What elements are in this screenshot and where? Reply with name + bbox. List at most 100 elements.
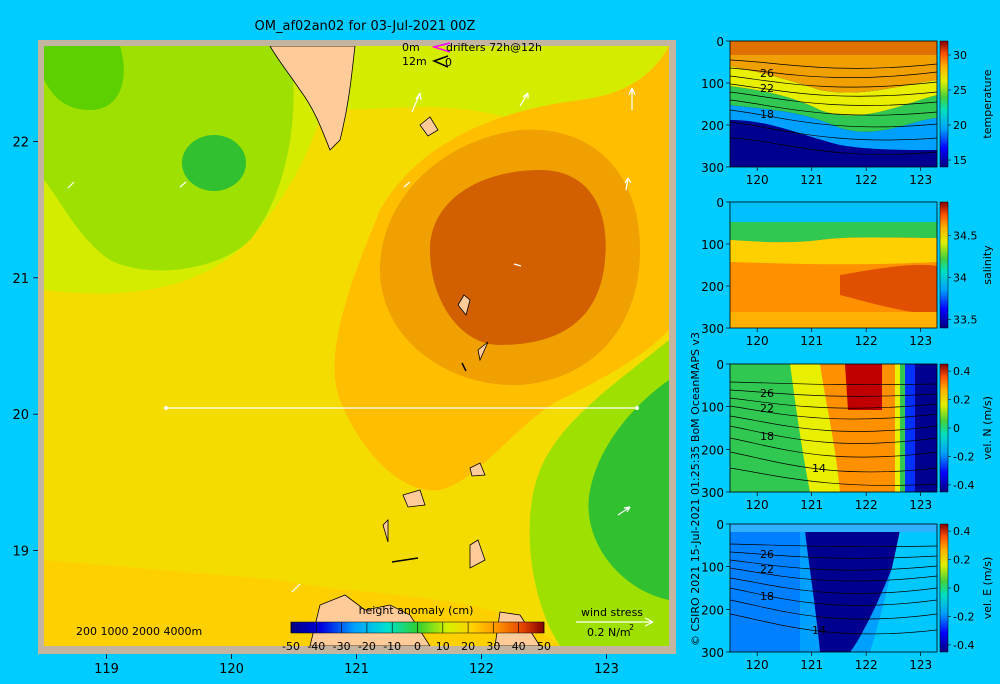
sal-fill-bottom [730,312,937,328]
contour [730,543,937,548]
contour-label: 26 [760,548,774,561]
section-cb-tick-label: -0.4 [953,479,974,492]
colorbar-tick-label: 0 [414,640,421,653]
bathymetry-legend: 200 1000 2000 4000m [76,625,202,638]
vel-n-section-panel [729,363,949,493]
colorbar-tick-label: -10 [383,640,401,653]
vele-fill-right [870,530,937,652]
section-x-tick-label: 121 [800,658,823,672]
colorbar-tick-label: -50 [282,640,300,653]
section-cb-tick-label: 0.2 [953,394,971,407]
contour-label: 26 [760,387,774,400]
low-anomaly-west [182,135,246,191]
island-4 [402,489,426,508]
green-zone-core [44,46,124,110]
section-x-tick-label: 120 [746,658,769,672]
colorbar-tick-label: 40 [512,640,526,653]
colorbar-tick-label: -20 [358,640,376,653]
panel-colorbar [939,523,949,653]
section-y-tick-label: 200 [701,280,724,294]
contour [730,467,937,486]
section-x-tick-label: 122 [855,334,878,348]
section-y-tick-label: 100 [701,238,724,252]
contour [730,405,937,420]
map-y-tick-label: 21 [12,272,29,287]
wind-stress-arrowhead [644,617,654,627]
section-x-tick-label: 120 [746,498,769,512]
section-y-tick-label: 300 [701,486,724,500]
section-y-tick-label: 300 [701,646,724,660]
contour [730,599,937,620]
section-cb-tick-label: 15 [953,154,967,167]
sal-fill-yellow [730,237,937,265]
map-x-tick-label: 122 [469,662,494,677]
wind-stress-scale: 0.2 N/m [587,626,631,639]
low-anomaly-southeast [588,380,669,600]
panel-colorbar [939,40,949,168]
island-2 [457,294,471,316]
section-cb-tick-label: 0.4 [953,525,971,538]
section-y-tick-label: 200 [701,443,724,457]
section-y-tick-label: 0 [716,518,724,532]
contour-label: 22 [760,402,774,415]
map-y-tick-label: 19 [12,545,29,560]
salinity-section-panel [729,201,949,329]
section-x-tick-label: 122 [855,173,878,187]
contour [730,137,937,155]
section-x-tick-label: 122 [855,658,878,672]
section-x-tick-label: 123 [909,173,932,187]
section-ylabel: vel. E (m/s) [981,557,994,620]
section-y-tick-label: 100 [701,561,724,575]
section-panel-labels: 120 121 122 123 0 100 200 300 30 25 20 15 temperatur… [701,35,994,672]
island-7 [382,519,389,543]
contour [730,381,937,386]
legend-12m-value: 0 [445,56,452,69]
vele-fill-top [730,524,937,532]
colorbar-tick-label: -30 [333,640,351,653]
map-x-tick-label: 119 [94,662,119,677]
sal-fill-green [730,222,937,243]
wind-arrow [624,177,632,191]
contour [730,109,937,128]
colorbar-title: height anomaly (cm) [359,604,474,617]
wind-arrow [291,583,301,593]
veln-fill-deep-blue [915,364,937,492]
section-x-tick-label: 121 [800,498,823,512]
land-north [269,46,356,151]
colorbar-tick-label: -40 [307,640,325,653]
wind-arrow [513,263,522,267]
colorbar-tick-label: 50 [537,640,551,653]
contour [730,59,937,69]
section-ylabel: temperature [981,69,994,138]
island-1 [419,116,439,137]
vele-fill-deep [805,530,900,652]
colorbar-tick-label: 20 [461,640,475,653]
island-6 [469,539,486,569]
contour [730,415,937,432]
temp-contours [730,59,937,155]
wind-arrow [179,181,187,188]
section-cb-tick-label: -0.4 [953,639,974,652]
section-x-tick-label: 120 [746,334,769,348]
contour [730,425,937,444]
contour [730,587,937,606]
contour-label: 18 [760,108,774,121]
high-anomaly-centre [430,170,606,345]
temp-fill-top [730,41,937,55]
map-y-tick-label: 20 [12,408,29,423]
section-y-tick-label: 0 [716,35,724,49]
colorbar-ticks: -50 -40 -30 -20 -10 0 10 20 30 40 50 [282,622,551,653]
section-cb-tick-label: 0.2 [953,554,971,567]
section-y-tick-label: 300 [701,322,724,336]
colorbar-tick-label: 30 [486,640,500,653]
panel-border [729,523,938,653]
island-5 [469,462,486,477]
panel-border [729,40,938,168]
section-x-tick-label: 120 [746,173,769,187]
contour [730,83,937,97]
sal-fill-top [730,202,937,224]
vel-e-section-panel [729,523,949,653]
drifter-icon [431,42,451,53]
legend-0m-label: 0m [402,41,420,54]
